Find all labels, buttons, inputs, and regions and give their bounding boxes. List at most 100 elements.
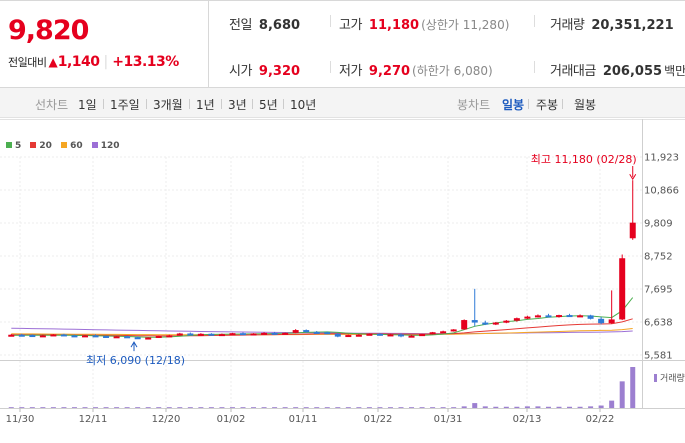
volume-bar xyxy=(377,407,383,408)
volume-tag-swatch xyxy=(654,374,657,382)
volume-bar xyxy=(82,407,88,408)
volume-bar xyxy=(261,407,267,408)
lower-limit: (하한가 6,080) xyxy=(412,64,493,78)
volume-bar xyxy=(71,407,77,408)
tab-1year[interactable]: 1년 xyxy=(196,98,215,112)
amount-unit: 백만 xyxy=(664,64,685,78)
volume-bar xyxy=(472,403,478,408)
line-chart-label: 선차트 xyxy=(35,98,69,112)
volume-bar xyxy=(40,407,46,408)
legend-swatch xyxy=(6,142,12,148)
volume-bar xyxy=(187,407,193,408)
legend-ma20: 20 xyxy=(30,141,52,151)
divider xyxy=(330,61,331,73)
ma20-line xyxy=(11,318,633,337)
candle-body xyxy=(524,316,531,319)
candle-body xyxy=(113,336,120,339)
tab-3year[interactable]: 3년 xyxy=(228,98,247,112)
candle-body xyxy=(271,332,278,335)
candle-body xyxy=(39,335,46,338)
volume-bar xyxy=(135,407,141,408)
volume-bar xyxy=(61,407,67,408)
tab-3month[interactable]: 3개월 xyxy=(153,98,183,112)
volume-bar xyxy=(251,407,257,408)
candle-body xyxy=(229,333,236,336)
volume-bar xyxy=(345,407,351,408)
divider xyxy=(330,15,331,27)
candle-body xyxy=(18,334,25,337)
divider xyxy=(221,99,222,109)
x-tick-label: 01/22 xyxy=(364,414,393,425)
divider xyxy=(528,99,529,109)
candle-body xyxy=(355,334,362,337)
high-annotation: 최고 11,180 (02/28) xyxy=(531,153,637,166)
divider: | xyxy=(103,54,109,70)
y-tick-label: 11,923 xyxy=(644,153,679,164)
volume-bar xyxy=(124,407,130,408)
tab-monthly[interactable]: 월봉 xyxy=(574,98,597,112)
candle-body xyxy=(208,333,215,336)
volume-bar xyxy=(356,407,362,408)
x-tick-label: 01/11 xyxy=(289,414,318,425)
open-label: 시가 xyxy=(229,64,252,79)
y-tick-label: 6,638 xyxy=(644,318,673,329)
change-label: 전일대비 xyxy=(8,56,47,69)
candle-body xyxy=(440,331,447,334)
divider xyxy=(534,15,535,27)
volume-bar xyxy=(177,407,183,408)
candle-body xyxy=(82,335,88,338)
divider xyxy=(252,99,253,109)
candle-body xyxy=(166,335,173,338)
candle-body xyxy=(176,333,183,336)
upper-limit: (상한가 11,280) xyxy=(421,18,510,32)
candle-body xyxy=(8,334,15,337)
tab-1day[interactable]: 1일 xyxy=(78,98,97,112)
candle-body xyxy=(292,330,299,333)
volume-bar xyxy=(430,407,436,408)
candle-body xyxy=(577,315,584,318)
volume-bar xyxy=(50,407,56,408)
high-value: 11,180 xyxy=(368,18,420,33)
candle-body xyxy=(387,334,394,337)
open-price: 시가 9,320 xyxy=(229,60,300,79)
tab-weekly[interactable]: 주봉 xyxy=(536,98,559,112)
volume: 거래량 20,351,221 xyxy=(550,14,674,33)
legend-swatch xyxy=(30,142,37,148)
high-arrow-head xyxy=(629,173,637,181)
change-row: 전일대비 ▲1,140 | +13.13% xyxy=(8,54,179,70)
candle-body xyxy=(619,258,626,320)
high-label: 고가 xyxy=(339,18,362,33)
candle-body xyxy=(608,319,615,324)
volume-bar xyxy=(219,407,225,408)
volume-bar xyxy=(272,407,278,408)
volume-bar xyxy=(293,407,299,408)
volume-bar xyxy=(598,405,604,408)
trade-amount: 거래대금 206,055 백만 xyxy=(550,60,685,79)
candle-body xyxy=(629,222,636,239)
tab-1week[interactable]: 1주일 xyxy=(110,98,140,112)
volume-bar xyxy=(314,407,320,408)
volume-bar xyxy=(419,407,425,408)
legend-ma5: 5 xyxy=(6,141,21,151)
candle-body xyxy=(471,320,478,323)
tab-5year[interactable]: 5년 xyxy=(259,98,278,112)
divider xyxy=(562,99,563,109)
candle-body xyxy=(261,332,268,335)
volume-value: 20,351,221 xyxy=(591,18,674,33)
candle-body xyxy=(398,334,404,337)
volume-bar xyxy=(208,407,214,408)
candle-chart-label: 봉차트 xyxy=(457,98,491,112)
volume-bar xyxy=(29,407,35,408)
tab-10year[interactable]: 10년 xyxy=(290,98,317,112)
volume-bar xyxy=(19,407,25,408)
quote-header: 9,820 전일대비 ▲1,140 | +13.13% 전일 8,680 고가 11,18… xyxy=(0,0,685,88)
prev-close: 전일 8,680 xyxy=(229,14,300,33)
candle-body xyxy=(187,333,194,336)
ma60-line xyxy=(11,328,633,336)
volume-bar xyxy=(503,406,509,408)
y-tick-label: 8,752 xyxy=(644,252,673,263)
legend-label: 5 xyxy=(15,141,22,151)
candle-body xyxy=(60,334,67,337)
tab-daily[interactable]: 일봉 xyxy=(502,98,525,112)
amount-value: 206,055 xyxy=(602,64,663,79)
